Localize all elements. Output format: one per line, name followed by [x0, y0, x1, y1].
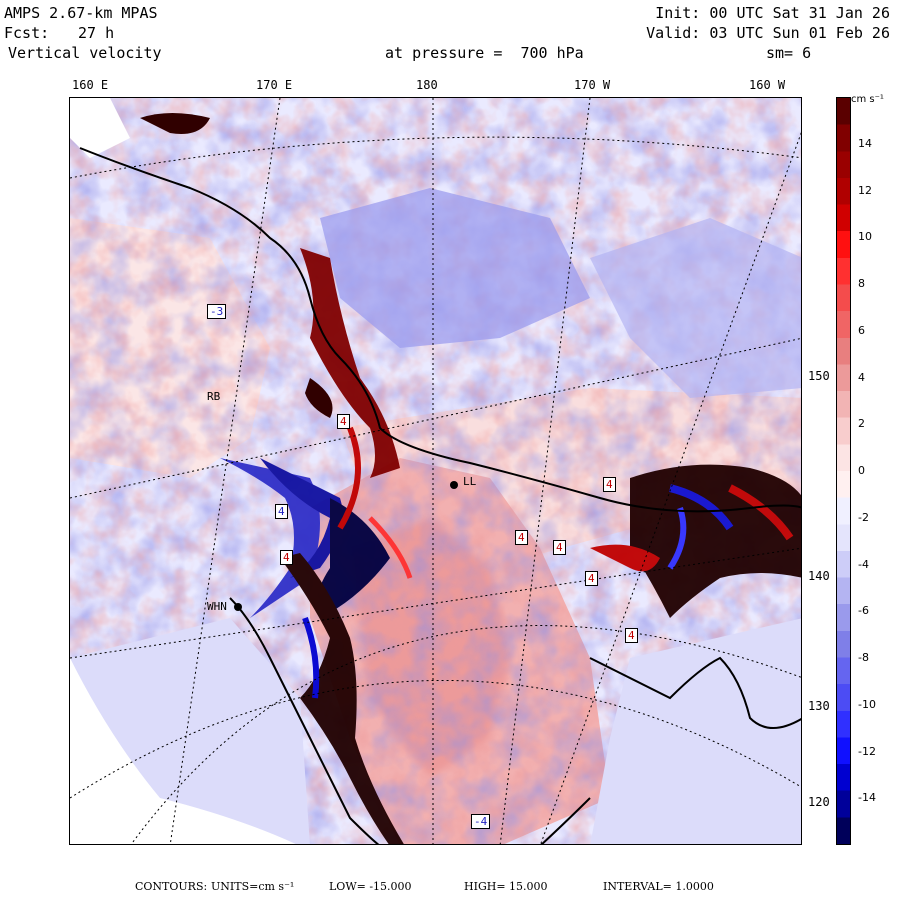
- contour-value-label: 4: [337, 414, 350, 429]
- contour-units: UNITS=cm s⁻¹: [211, 880, 295, 893]
- coastline-east: [589, 656, 801, 729]
- station-marker: [234, 603, 242, 611]
- northwest-dark-patch: [140, 113, 210, 134]
- contour-value-label: -4: [471, 814, 491, 829]
- init-time: Init: 00 UTC Sat 31 Jan 26: [655, 4, 890, 22]
- pressure-level: at pressure = 700 hPa: [385, 44, 584, 62]
- coastline-west: [229, 597, 380, 844]
- contour-value-label: 4: [625, 628, 638, 643]
- contours-label: CONTOURS:: [135, 880, 208, 893]
- contour-value-label: 4: [603, 477, 616, 492]
- latitude-label: 140 W: [808, 569, 845, 583]
- model-title: AMPS 2.67-km MPAS: [4, 4, 158, 22]
- colorbar-units: cm s⁻¹: [851, 94, 884, 105]
- contour-high: HIGH= 15.000: [464, 880, 548, 893]
- contour-interval: INTERVAL= 1.0000: [603, 880, 714, 893]
- station-marker: [450, 481, 458, 489]
- contour-value-label: 4: [585, 571, 598, 586]
- colorbar-tick-label: -10: [858, 697, 876, 711]
- longitude-label: 170 W: [574, 78, 611, 92]
- latitude-label: 150 W: [808, 369, 845, 383]
- colorbar-tick-label: 0: [858, 464, 865, 477]
- blue-region-southeast: [590, 618, 801, 844]
- station-label: LL: [463, 475, 477, 488]
- blue-region-northeast: [590, 218, 801, 398]
- colorbar-tick-label: -14: [858, 791, 876, 805]
- station-label: WHN: [207, 600, 227, 613]
- colorbar-tick-label: -6: [858, 604, 869, 618]
- no-data-region: [70, 658, 296, 844]
- station-label: RB: [207, 390, 221, 403]
- colorbar-tick-label: 4: [858, 370, 865, 384]
- contour-value-label: 4: [275, 504, 288, 519]
- latitude-label: 130 W: [808, 699, 845, 713]
- colorbar-tick-label: -4: [858, 557, 869, 571]
- longitude-label: 170 E: [256, 78, 293, 92]
- colorbar-tick-label: -8: [858, 651, 869, 664]
- contour-value-label: 4: [280, 550, 293, 565]
- colorbar-tick-label: 12: [858, 183, 872, 197]
- longitude-label: 160 E: [72, 78, 109, 92]
- colorbar-tick-label: 6: [858, 323, 865, 337]
- lat-lon-grid: [70, 98, 801, 844]
- contour-value-label: 4: [553, 540, 566, 555]
- colorbar-tick-label: -2: [858, 510, 869, 524]
- contour-low: LOW= -15.000: [329, 880, 412, 893]
- blue-region-north: [320, 188, 590, 348]
- forecast-hour: 27 h: [78, 24, 115, 42]
- no-data-corner: [70, 98, 130, 158]
- latitude-label: 120 W: [808, 795, 845, 809]
- colorbar-tick-label: -12: [858, 744, 876, 758]
- smoothing-value: sm= 6: [766, 44, 812, 62]
- colorbar-tick-label: 10: [858, 230, 872, 244]
- valid-time: Valid: 03 UTC Sun 01 Feb 26: [646, 24, 890, 42]
- variable-name: Vertical velocity: [8, 44, 162, 62]
- forecast-label: Fcst:: [4, 24, 50, 42]
- contour-value-label: -3: [207, 304, 227, 319]
- north-dark-patch: [305, 378, 333, 418]
- longitude-label: 160 W: [749, 78, 786, 92]
- marie-byrd-signal: [590, 464, 801, 618]
- contour-value-label: 4: [515, 530, 528, 545]
- colorbar-tick-label: 2: [858, 417, 865, 431]
- mountain-signal-band: [220, 248, 413, 844]
- color-scale-bar: [836, 97, 851, 845]
- coastline-south: [540, 797, 591, 844]
- longitude-label: 180: [416, 78, 438, 92]
- colorbar-tick-label: 14: [858, 136, 872, 150]
- colorbar-tick-label: 8: [858, 277, 865, 290]
- vertical-velocity-map: WHN RB LL -3 4 4 4 4 4 4 4 4 -4: [69, 97, 802, 845]
